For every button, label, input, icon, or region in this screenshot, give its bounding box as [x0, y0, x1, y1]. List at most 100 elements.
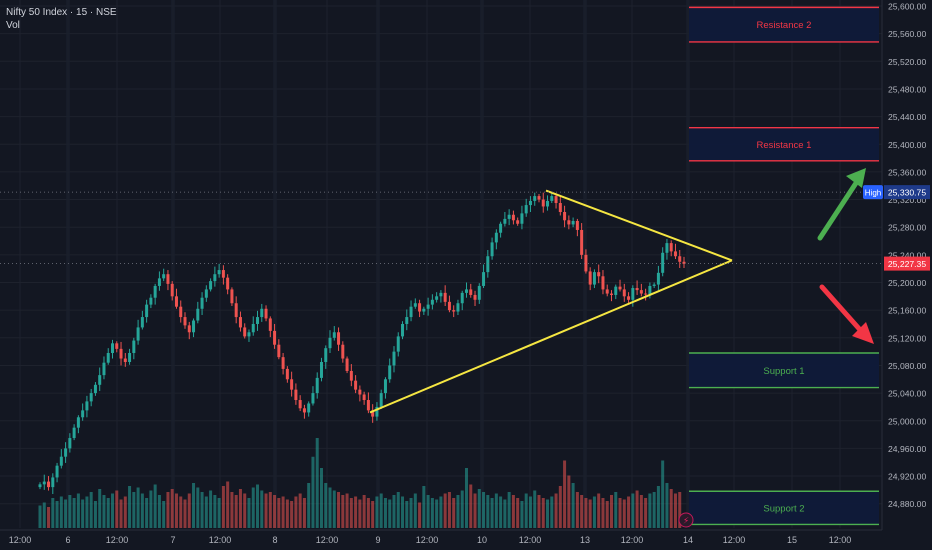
- last-price-bg: [884, 256, 930, 271]
- candle-body: [230, 289, 234, 304]
- candle-body: [682, 261, 686, 264]
- volume-bar: [413, 493, 417, 528]
- volume-bar: [319, 468, 323, 528]
- volume-bar: [247, 498, 251, 528]
- candle-body: [673, 251, 677, 257]
- candle-body: [358, 389, 362, 395]
- volume-bar: [533, 490, 537, 528]
- candle-body: [652, 284, 656, 286]
- volume-bar: [601, 498, 605, 528]
- candle-body: [388, 365, 392, 380]
- volume-bar: [294, 496, 298, 528]
- volume-bar: [580, 495, 584, 528]
- time-tick-label: 14: [683, 535, 693, 545]
- volume-bar: [673, 493, 677, 528]
- session-separator: [480, 0, 484, 528]
- volume-bar: [260, 490, 264, 528]
- price-tick-label: 25,200.00: [888, 278, 926, 288]
- candle-body: [405, 317, 409, 324]
- volume-bar: [68, 495, 72, 528]
- candle-body: [328, 337, 332, 349]
- price-tick-label: 25,160.00: [888, 306, 926, 316]
- candle-body: [371, 410, 375, 417]
- price-tick-label: 25,560.00: [888, 29, 926, 39]
- candle-body: [656, 272, 660, 285]
- candle-body: [47, 481, 51, 488]
- volume-bar: [281, 496, 285, 528]
- volume-bar: [277, 498, 281, 528]
- level-label: Resistance 2: [757, 20, 812, 31]
- price-tick-label: 24,880.00: [888, 499, 926, 509]
- volume-bar: [648, 493, 652, 528]
- volume-bar: [174, 493, 178, 528]
- candle-body: [243, 327, 247, 337]
- arrow-up-shaft: [817, 177, 861, 241]
- volume-bars: [38, 438, 682, 528]
- time-tick-label: 12:00: [723, 535, 746, 545]
- volume-indicator-label[interactable]: Vol: [6, 20, 20, 31]
- volume-bar: [38, 505, 42, 528]
- session-separator: [171, 0, 175, 528]
- volume-bar: [183, 499, 187, 528]
- volume-bar: [426, 495, 430, 528]
- candle-body: [149, 297, 153, 305]
- candle-body: [251, 323, 255, 333]
- candle-body: [473, 294, 477, 300]
- volume-bar: [226, 481, 230, 528]
- candle-body: [464, 289, 468, 293]
- level-box-resistance: [689, 7, 879, 42]
- volume-bar: [622, 499, 626, 528]
- candle-body: [157, 278, 161, 286]
- candle-body: [264, 308, 268, 319]
- candle-body: [226, 277, 230, 290]
- candle-body: [128, 353, 132, 362]
- session-separator: [686, 0, 690, 528]
- volume-bar: [494, 493, 498, 528]
- volume-bar: [597, 493, 601, 528]
- volume-bar: [315, 438, 319, 528]
- candle-body: [460, 292, 464, 304]
- candle-body: [563, 211, 567, 221]
- volume-bar: [388, 499, 392, 528]
- volume-bar: [375, 496, 379, 528]
- volume-bar: [128, 486, 132, 528]
- volume-bar: [571, 483, 575, 528]
- candle-body: [311, 393, 315, 404]
- volume-bar: [307, 483, 311, 528]
- candle-body: [524, 205, 528, 214]
- candle-body: [213, 274, 217, 282]
- volume-bar: [42, 502, 46, 528]
- candle-body: [324, 348, 328, 362]
- volume-bar: [477, 489, 481, 528]
- volume-bar: [213, 495, 217, 528]
- volume-bar: [196, 487, 200, 528]
- volume-bar: [567, 475, 571, 528]
- price-tick-label: 25,600.00: [888, 2, 926, 12]
- candle-body: [422, 308, 426, 312]
- candle-body: [170, 283, 174, 297]
- volume-bar: [243, 493, 247, 528]
- candle-body: [217, 270, 221, 275]
- volume-bar: [349, 498, 353, 528]
- candle-body: [597, 272, 601, 277]
- volume-bar: [405, 501, 409, 528]
- triangle-lower-line: [369, 259, 733, 414]
- volume-bar: [132, 492, 136, 528]
- high-tag: High: [865, 189, 881, 198]
- candle-body: [200, 297, 204, 309]
- volume-bar: [537, 495, 541, 528]
- volume-bar: [256, 484, 260, 528]
- price-tick-label: 24,920.00: [888, 472, 926, 482]
- candle-body: [609, 293, 613, 295]
- volume-bar: [298, 493, 302, 528]
- candle-body: [273, 330, 277, 345]
- volume-bar: [490, 498, 494, 528]
- candle-body: [302, 408, 306, 413]
- time-tick-label: 12:00: [9, 535, 32, 545]
- volume-bar: [221, 486, 225, 528]
- symbol-title[interactable]: Nifty 50 Index · 15 · NSE: [6, 7, 117, 18]
- candle-body: [575, 220, 579, 230]
- volume-bar: [157, 495, 161, 528]
